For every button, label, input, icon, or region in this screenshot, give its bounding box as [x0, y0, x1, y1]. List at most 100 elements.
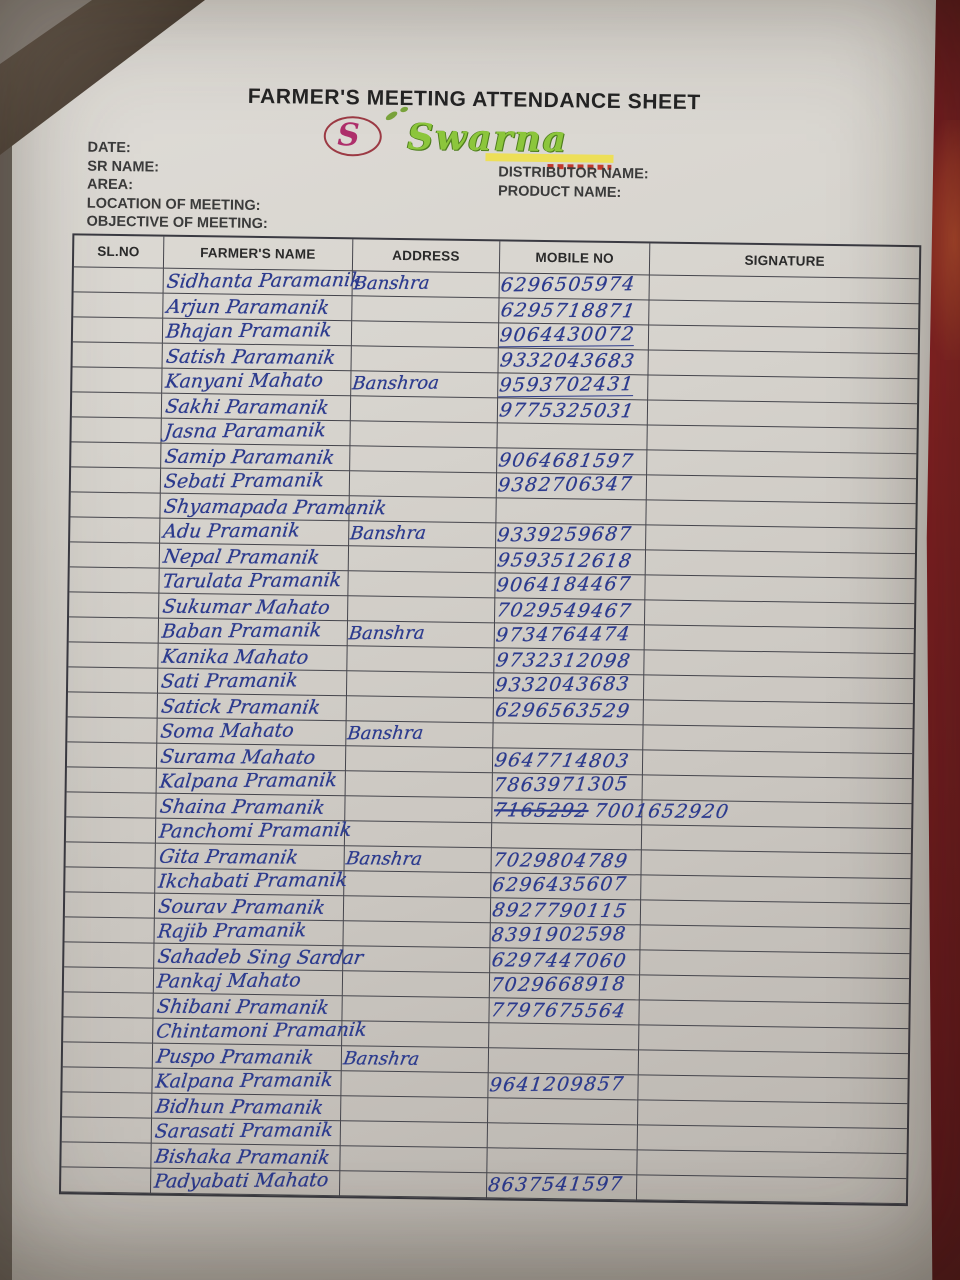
printed-content: FARMER'S MEETING ATTENDANCE SHEET S Swar…	[58, 85, 922, 1207]
mobile-cell: 9732312098	[494, 648, 645, 676]
signature-cell	[643, 700, 913, 730]
farmer-name-cell: Kalpana Pramanik	[151, 1068, 342, 1097]
serial-cell	[68, 642, 159, 669]
address-cell	[344, 821, 493, 849]
farmer-name-cell: Sourav Pramanik	[154, 893, 344, 922]
mobile-number: 7029804789	[491, 849, 630, 873]
farmer-name-cell: Shaina Pramanik	[155, 793, 346, 822]
farmer-name-cell: Kalpana Pramanik	[156, 768, 346, 797]
address-cell	[340, 1121, 488, 1149]
mobile-number: 6296505974	[499, 273, 637, 297]
farmer-name: Baban Pramanik	[160, 619, 323, 643]
address-cell	[340, 1146, 488, 1174]
address-cell	[343, 871, 492, 899]
mobile-cell: 6296563529	[493, 698, 645, 726]
field-label: OBJECTIVE OF MEETING:	[86, 213, 268, 233]
address-cell: Banshra	[348, 521, 497, 549]
serial-cell	[69, 542, 160, 569]
address-cell	[351, 321, 500, 349]
address: Banshra	[346, 722, 425, 745]
mobile-cell	[488, 1023, 640, 1051]
farmer-name-cell: Rajib Pramanik	[154, 918, 344, 947]
signature-cell	[644, 625, 914, 655]
mobile-number: 9332043683	[498, 349, 637, 373]
farmer-name: Sarasati Pramanik	[153, 1119, 334, 1143]
farmer-name: Gita Pramanik	[157, 845, 300, 869]
signature-cell	[637, 1125, 907, 1155]
farmer-name-cell: Sidhanta Paramanik	[163, 268, 363, 297]
serial-cell	[61, 1117, 152, 1144]
farmer-name-cell: Chintamoni Pramanik	[152, 1018, 367, 1047]
farmer-name: Padyabati Mahato	[152, 1169, 330, 1193]
serial-cell	[65, 817, 156, 844]
farmer-name: Sahadeb Sing Sardar	[155, 945, 365, 970]
farmer-name: Ikchabati Pramanik	[156, 868, 349, 893]
mobile-cell: 7029668918	[489, 973, 641, 1001]
farmer-name: Adu Pramanik	[161, 519, 301, 543]
signature-cell	[646, 475, 916, 505]
mobile-number: 6295718871	[499, 299, 638, 323]
signature-cell	[644, 650, 914, 680]
mobile-number: 7029549467	[494, 599, 634, 623]
address-cell	[349, 471, 497, 499]
mobile-cell: 7863971305	[492, 773, 644, 801]
mobile-cell: 9641209857	[488, 1073, 639, 1101]
mobile-cell: 9064184467	[495, 573, 646, 601]
mobile-cell: 9775325031	[497, 398, 649, 426]
farmer-name: Kanika Mahato	[159, 645, 310, 669]
leaf-icon	[399, 106, 409, 113]
serial-cell	[71, 442, 162, 469]
signature-cell	[638, 1050, 908, 1080]
serial-cell	[63, 967, 154, 994]
mobile-cell: 9064430072	[498, 323, 650, 351]
farmer-name: Nepal Pramanik	[161, 545, 321, 569]
serial-cell	[71, 417, 162, 444]
yellow-highlight-bar	[485, 153, 614, 163]
farmer-name: Sati Pramanik	[159, 669, 299, 693]
farmer-name: Sidhanta Paramanik	[165, 268, 363, 293]
farmer-name: Bidhun Pramanik	[153, 1095, 325, 1119]
signature-cell	[637, 1175, 907, 1205]
farmer-name: Bishaka Pramanik	[152, 1145, 332, 1169]
mobile-cell: 6296505974	[499, 273, 651, 301]
farmer-name-cell: Satick Pramanik	[157, 693, 347, 722]
farmer-name-cell: Kanika Mahato	[157, 643, 348, 672]
farmer-name: Kanyani Mahato	[163, 369, 324, 393]
mobile-cell	[487, 1098, 639, 1126]
serial-cell	[70, 467, 161, 494]
serial-cell	[62, 1092, 152, 1119]
signature-cell	[648, 375, 918, 405]
farmer-name: Soma Mahato	[158, 719, 295, 743]
farmer-name-cell: Panchomi Pramanik	[155, 818, 352, 847]
mobile-cell: 9382706347	[496, 473, 648, 501]
address-cell	[345, 771, 493, 799]
mobile-number: 9332043683	[493, 673, 632, 697]
address-cell	[348, 546, 496, 574]
serial-cell	[62, 1042, 153, 1069]
serial-cell	[63, 1017, 153, 1044]
mobile-number: 9593512618	[495, 549, 635, 573]
address-cell: Banshroa	[350, 371, 499, 399]
address-cell	[346, 671, 495, 699]
serial-cell	[70, 492, 161, 519]
farmer-name-cell: Sebati Pramanik	[160, 468, 350, 497]
signature-cell	[638, 1100, 908, 1130]
address: Banshra	[344, 848, 424, 870]
column-header: FARMER'S NAME	[163, 236, 354, 272]
farmer-name-cell: Sukumar Mahato	[158, 593, 349, 622]
farmer-name: Kalpana Pramanik	[153, 1069, 334, 1093]
farmer-name-cell: Padyabati Mahato	[150, 1168, 341, 1197]
farmer-name-cell: Samip Paramanik	[160, 443, 351, 472]
signature-cell	[639, 1000, 909, 1030]
mobile-cell	[497, 423, 649, 451]
farmer-name-cell: Tarulata Pramanik	[158, 568, 349, 597]
farmer-name-cell: Kanyani Mahato	[161, 368, 352, 397]
farmer-name: Panchomi Pramanik	[157, 818, 353, 843]
farmer-name: Sukumar Mahato	[160, 595, 332, 619]
signature-cell	[641, 850, 911, 880]
mobile-number: 7165292 7001652920	[492, 799, 732, 823]
mobile-cell: 9734764474	[494, 623, 646, 651]
address-cell	[350, 396, 498, 424]
address: Banshra	[352, 272, 431, 295]
mobile-number: 6297447060	[489, 949, 629, 973]
